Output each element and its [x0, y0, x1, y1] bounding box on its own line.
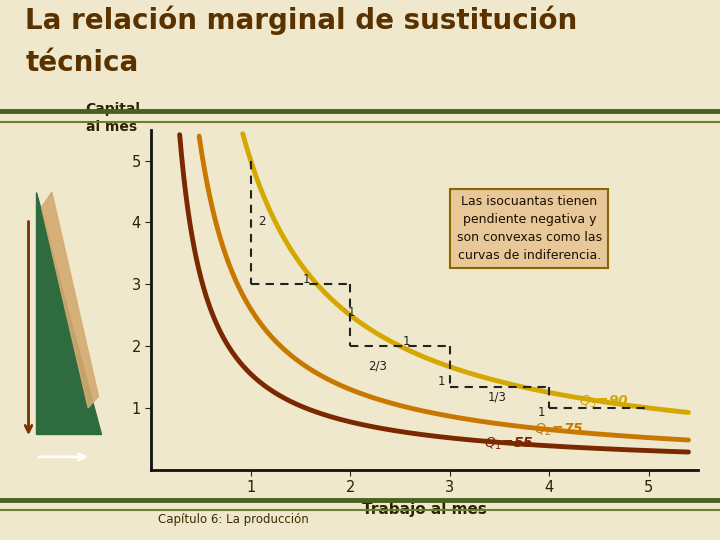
Text: técnica: técnica [25, 49, 138, 77]
Text: 1: 1 [537, 407, 545, 420]
X-axis label: Trabajo al mes: Trabajo al mes [362, 502, 487, 517]
Text: Capital
al mes: Capital al mes [86, 103, 140, 134]
Text: La relación marginal de sustitución: La relación marginal de sustitución [25, 5, 577, 35]
Text: $Q_3$=90: $Q_3$=90 [579, 394, 629, 410]
Text: $Q_2$=75: $Q_2$=75 [534, 421, 584, 438]
Text: 1/3: 1/3 [487, 391, 506, 404]
Text: 1: 1 [347, 306, 355, 319]
Polygon shape [42, 192, 99, 408]
Text: Capítulo 6: La producción: Capítulo 6: La producción [158, 514, 309, 526]
Text: 1: 1 [438, 375, 445, 388]
Text: 2: 2 [258, 214, 265, 228]
Text: 2/3: 2/3 [368, 360, 387, 373]
Text: 1: 1 [403, 335, 410, 348]
Polygon shape [36, 192, 101, 434]
Text: $Q_1$=55: $Q_1$=55 [485, 436, 534, 452]
Text: Las isocuantas tienen
pendiente negativa y
son convexas como las
curvas de indif: Las isocuantas tienen pendiente negativa… [456, 195, 602, 262]
Text: 1: 1 [302, 273, 310, 286]
